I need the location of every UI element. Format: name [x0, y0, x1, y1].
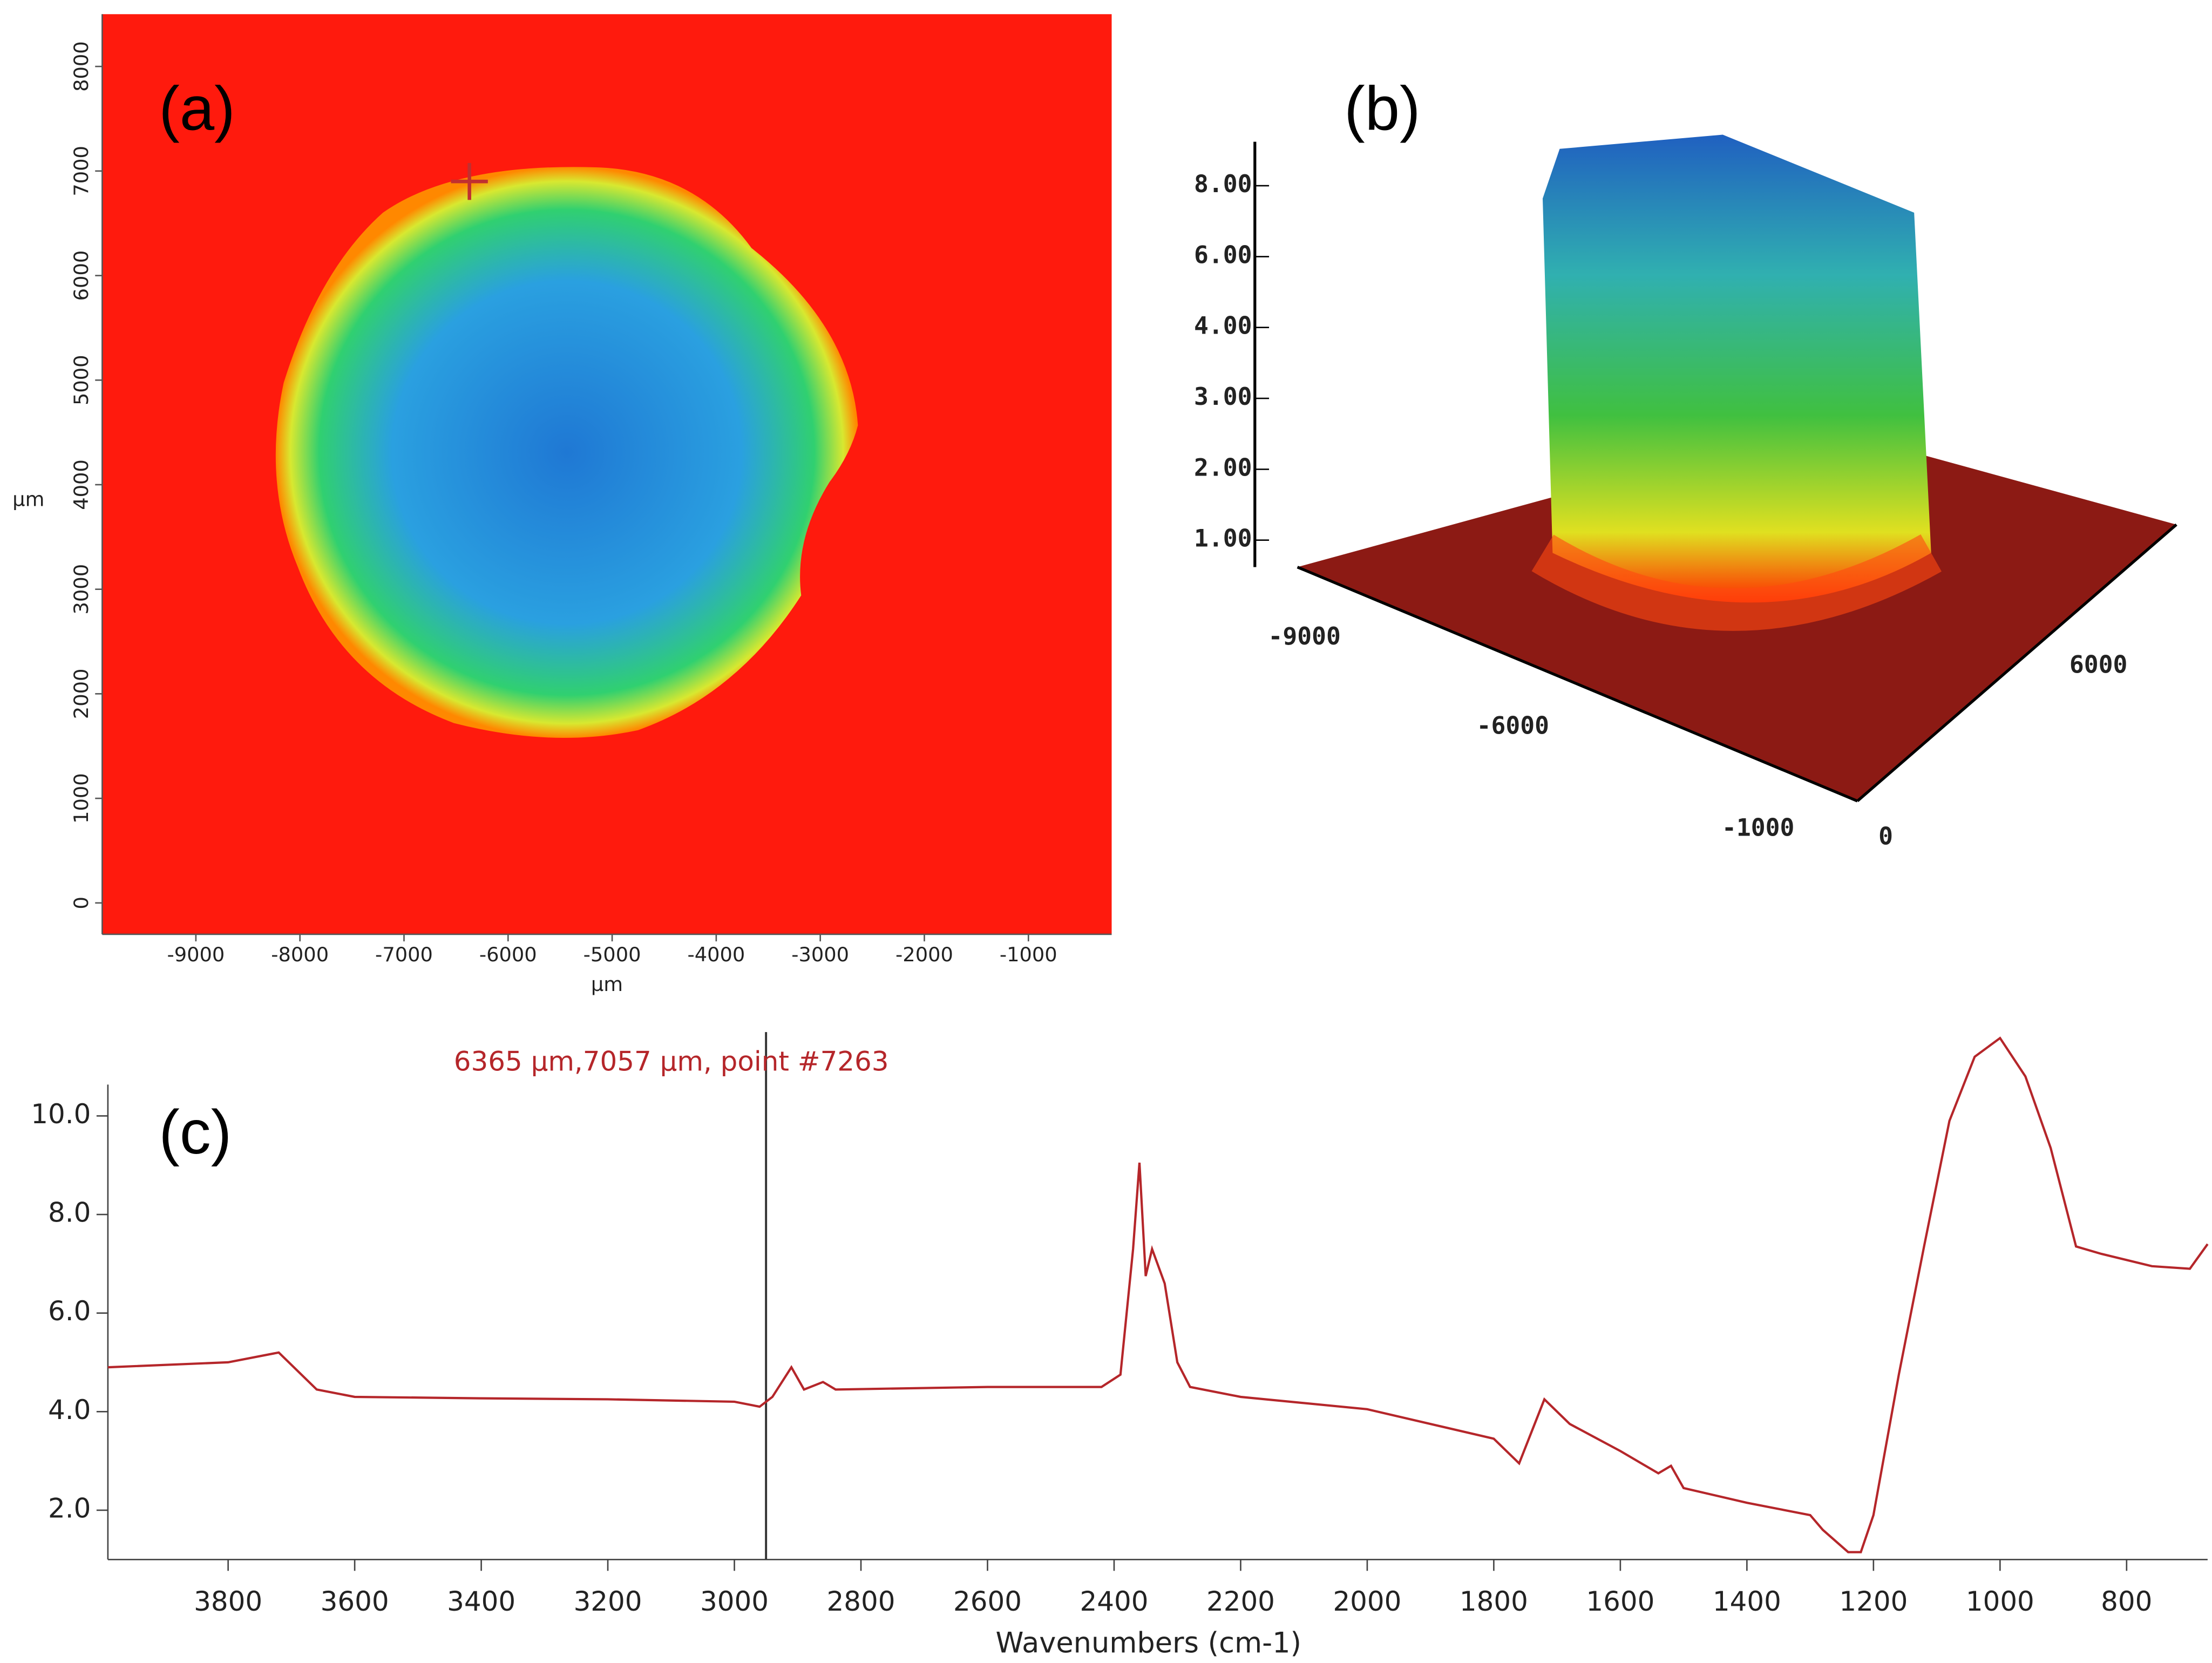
- x-tick-label: 3800: [194, 1586, 262, 1617]
- x-tick-label: 1200: [1839, 1586, 1908, 1617]
- y-tick-label: 3000: [70, 564, 93, 615]
- x-tick-label: -3000: [791, 943, 849, 966]
- x-tick-label: -2000: [895, 943, 953, 966]
- y-tick-label: 6000: [70, 250, 93, 301]
- x-tick-label: -4000: [687, 943, 745, 966]
- x-tick-label: -6000: [479, 943, 537, 966]
- x-tick-label: -1000: [1000, 943, 1057, 966]
- x-tick-label: 3600: [321, 1586, 389, 1617]
- y-tick-label: 5000: [70, 355, 93, 405]
- z-tick-label: 2.00: [1194, 453, 1252, 481]
- x-tick-label: 2000: [1333, 1586, 1401, 1617]
- x-tick-label: 2200: [1206, 1586, 1275, 1617]
- spectrum-line: [107, 1036, 2209, 1553]
- y-tick-label: 0: [1878, 822, 1893, 850]
- y-tick-label: 8000: [70, 41, 93, 92]
- z-tick-label: 3.00: [1194, 383, 1252, 411]
- y-tick-label: 4.0: [48, 1394, 91, 1426]
- panel-label: (a): [159, 74, 235, 144]
- x-axis: [1297, 566, 1858, 803]
- x-tick-label: -9000: [1268, 622, 1341, 650]
- surface-glow: [1531, 534, 1942, 631]
- x-tick-label: 1800: [1460, 1586, 1528, 1617]
- x-tick-label: -9000: [167, 943, 225, 966]
- z-tick-label: 8.00: [1194, 170, 1252, 198]
- y-tick-label: 2.0: [48, 1492, 91, 1524]
- x-tick-label: 3400: [447, 1586, 515, 1617]
- panel-label: (c): [159, 1097, 232, 1167]
- cursor-cross: [451, 163, 488, 200]
- z-tick-label: 4.00: [1194, 312, 1252, 340]
- x-tick-label: 1000: [1966, 1586, 2034, 1617]
- x-tick-label: 2400: [1080, 1586, 1148, 1617]
- y-tick-label: 6000: [2069, 651, 2128, 679]
- heatmap-region: [275, 167, 858, 738]
- z-tick-label: 1.00: [1194, 525, 1252, 553]
- x-tick-label: -5000: [583, 943, 641, 966]
- y-tick-label: 0: [70, 897, 93, 909]
- y-axis: [1856, 523, 2177, 803]
- y-tick-label: 7000: [70, 146, 93, 196]
- x-tick-label: 800: [2101, 1586, 2152, 1617]
- x-tick-label: -6000: [1477, 711, 1549, 739]
- x-tick-label: -8000: [271, 943, 329, 966]
- cursor-annotation: 6365 µm,7057 µm, point #7263: [454, 1046, 889, 1077]
- y-tick-label: 8.0: [48, 1197, 91, 1228]
- panel-label: (b): [1344, 74, 1420, 144]
- x-tick-label: 3200: [574, 1586, 642, 1617]
- y-tick-label: 2000: [70, 669, 93, 719]
- x-tick-label: -1000: [1722, 814, 1794, 842]
- x-tick-label: 3000: [700, 1586, 769, 1617]
- x-tick-label: 1600: [1586, 1586, 1654, 1617]
- y-tick-label: 10.0: [31, 1098, 91, 1130]
- y-tick-label: 4000: [70, 459, 93, 510]
- surface-peak: [1542, 134, 1931, 603]
- x-axis-label: µm: [591, 973, 623, 996]
- x-tick-label: 2800: [827, 1586, 895, 1617]
- x-tick-label: -7000: [375, 943, 433, 966]
- y-tick-label: 1000: [70, 773, 93, 824]
- x-axis-label: Wavenumbers (cm-1): [996, 1626, 1302, 1659]
- y-axis-label: µm: [12, 488, 44, 511]
- x-tick-label: 2600: [953, 1586, 1022, 1617]
- z-tick-label: 6.00: [1194, 241, 1252, 269]
- y-tick-label: 6.0: [48, 1295, 91, 1327]
- x-tick-label: 1400: [1713, 1586, 1781, 1617]
